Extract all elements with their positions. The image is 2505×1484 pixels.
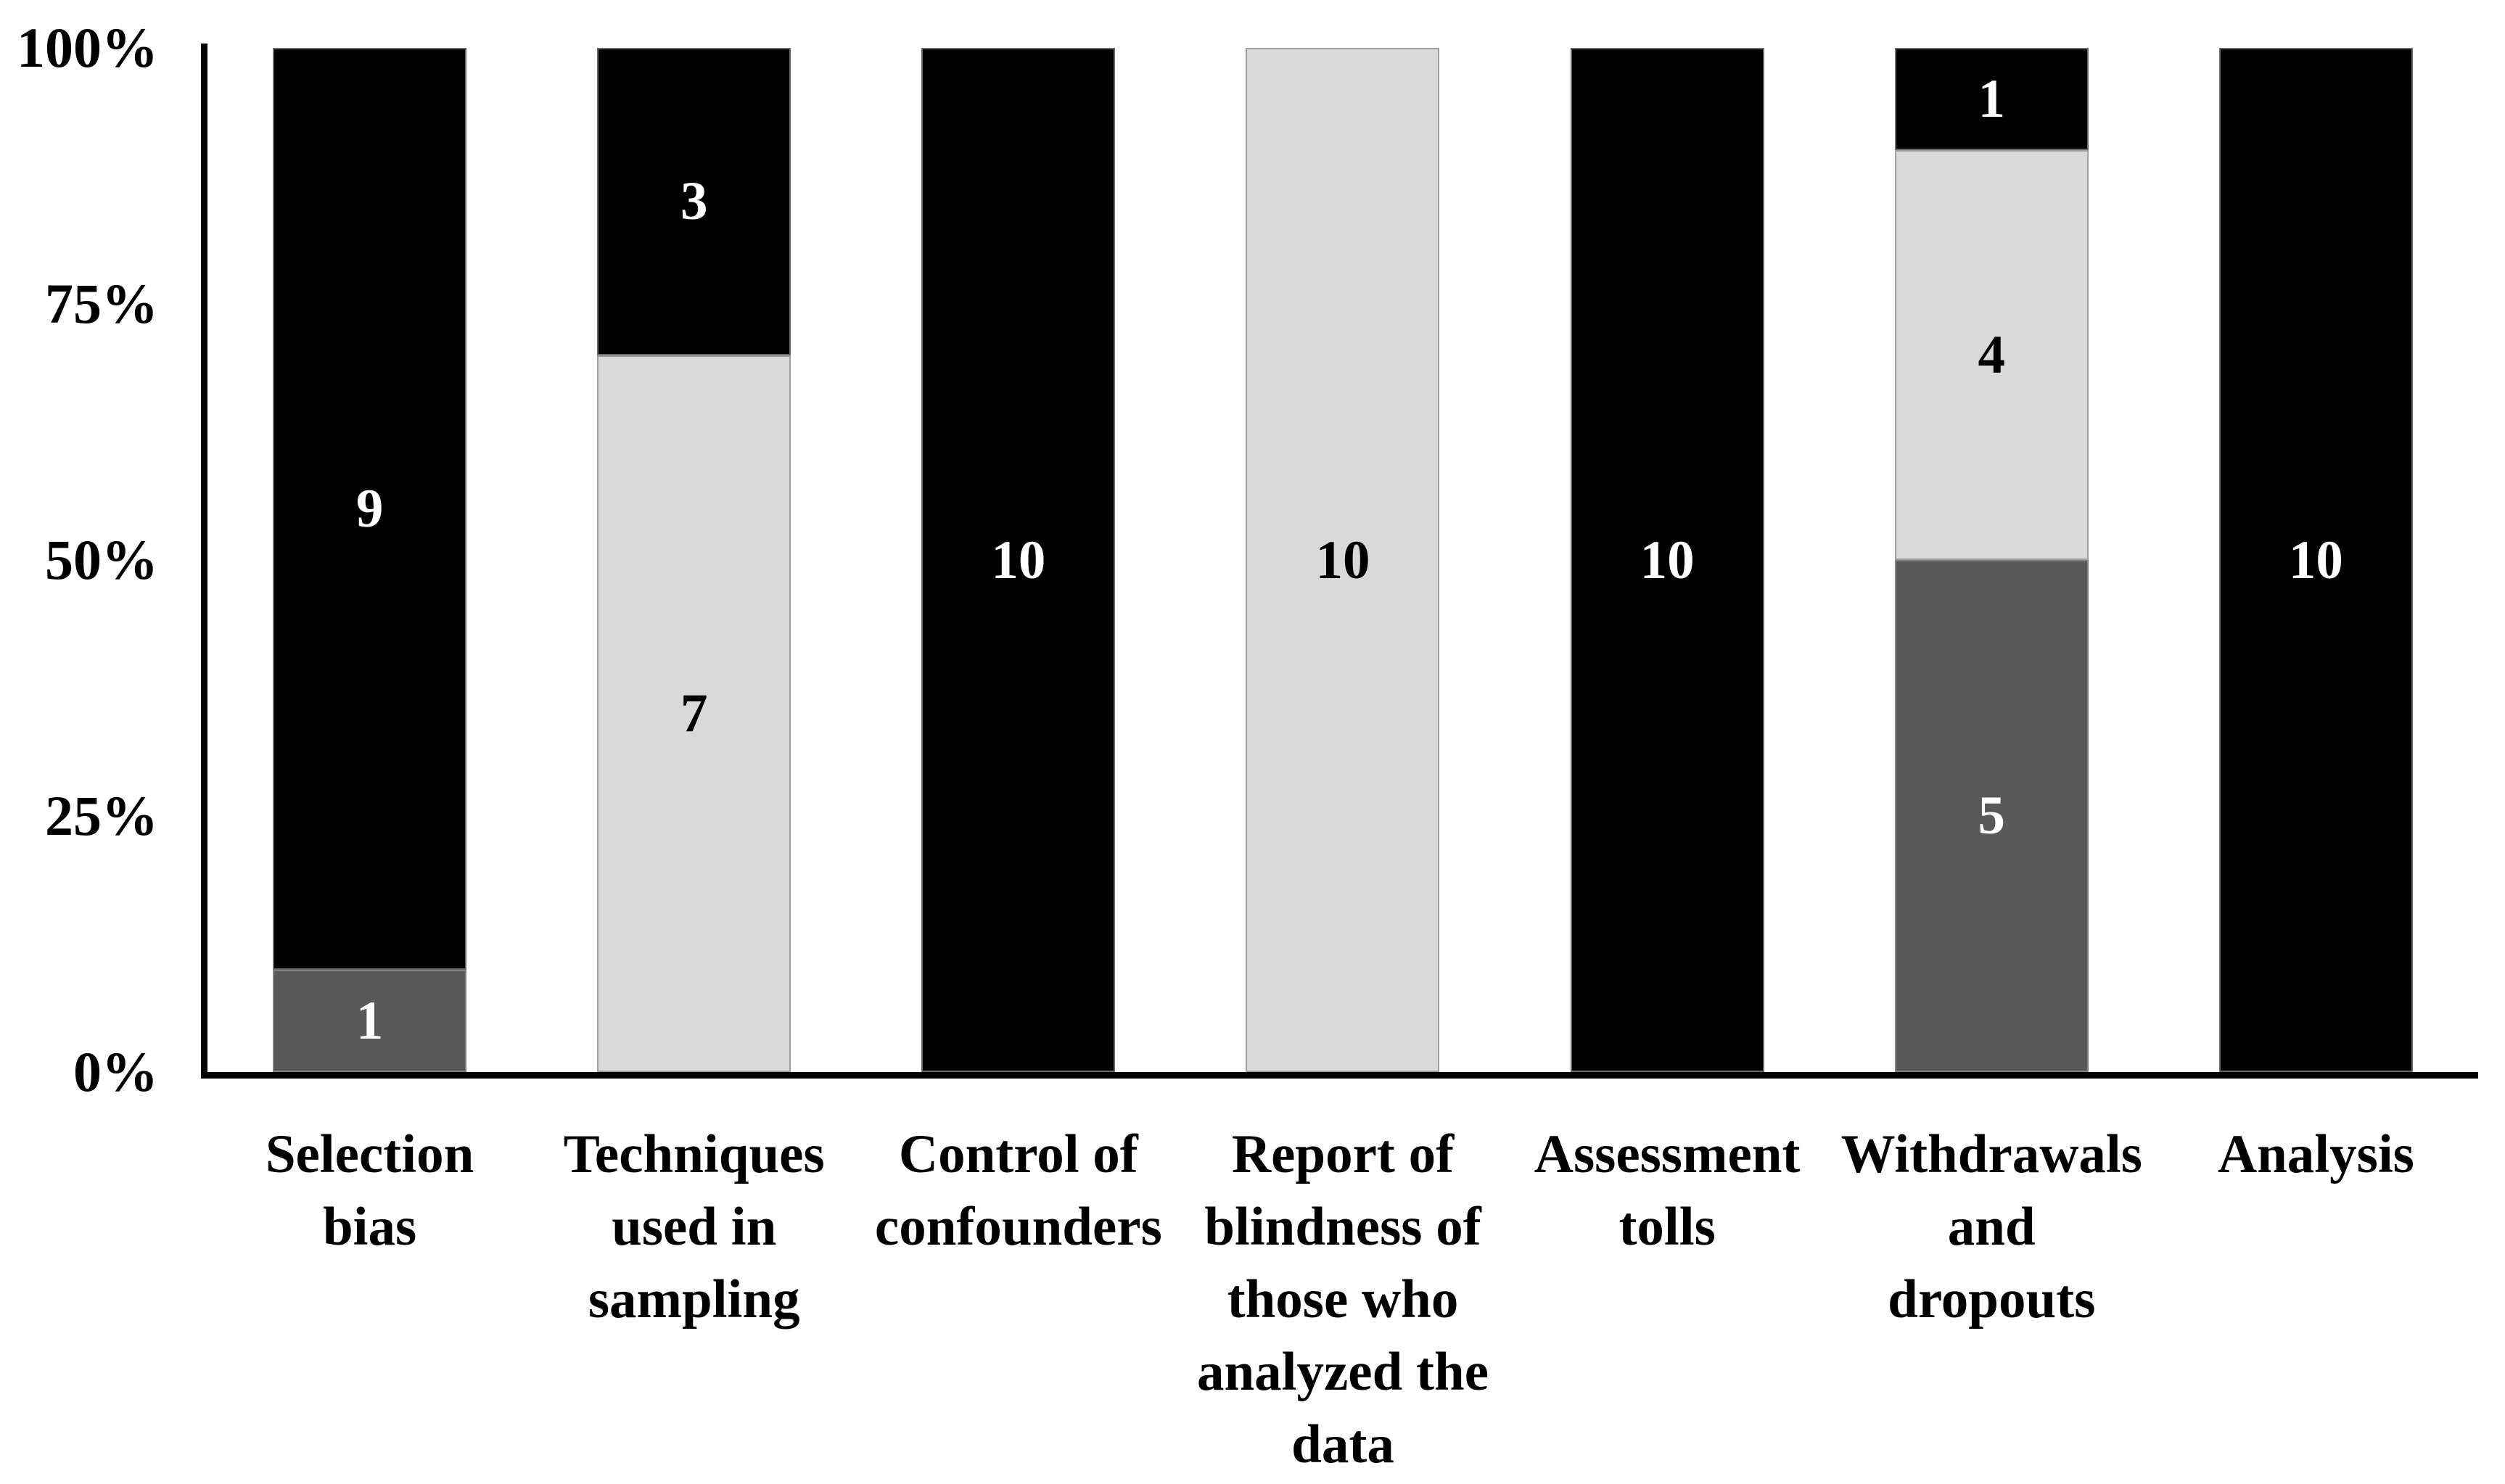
stacked-bar: 1 4 5 xyxy=(1894,48,2089,1072)
x-axis-label-line: tolls xyxy=(1618,1197,1716,1257)
bar-segment-black: 9 xyxy=(273,48,467,970)
bar-segment-light_gray: 4 xyxy=(1894,150,2089,560)
x-axis-label-line: analyzed the xyxy=(1196,1342,1489,1402)
y-tick-label: 50% xyxy=(45,528,158,591)
bar-segment-light_gray: 7 xyxy=(597,355,791,1072)
x-axis-label-line: Report of xyxy=(1231,1124,1455,1184)
x-axis-label-line: blindness of xyxy=(1204,1197,1481,1257)
x-axis-label-line: dropouts xyxy=(1888,1269,2096,1330)
x-axis-label-line: used in xyxy=(612,1197,777,1257)
y-tick-label: 100% xyxy=(17,16,158,79)
data-label: 1 xyxy=(1978,69,2006,130)
x-axis-label-line: Control of xyxy=(898,1124,1138,1184)
bar-group: 10 xyxy=(856,48,1180,1072)
plot-area: 9 1 3 7 10 10 10 1 4 5 10 xyxy=(207,48,2478,1072)
bar-group: 10 xyxy=(1505,48,1830,1072)
bar-segment-black: 1 xyxy=(1894,48,2089,151)
y-tick-label: 0% xyxy=(73,1040,158,1103)
stacked-bar: 10 xyxy=(2218,48,2413,1072)
data-label: 4 xyxy=(1978,325,2006,386)
x-axis-label-line: Analysis xyxy=(2217,1124,2414,1184)
x-axis-label-line: Techniques xyxy=(563,1124,825,1184)
data-label: 10 xyxy=(1315,529,1370,590)
data-label: 3 xyxy=(680,171,708,232)
data-label: 1 xyxy=(355,990,384,1051)
data-label: 9 xyxy=(355,478,384,539)
x-axis-label: Selection bias xyxy=(207,1118,532,1481)
bar-segment-black: 10 xyxy=(2218,48,2413,1072)
x-axis-label-line: those who xyxy=(1227,1269,1459,1330)
x-axis-label-line: sampling xyxy=(588,1269,800,1330)
x-axis-label: Report of blindness of those who analyzed t… xyxy=(1180,1118,1505,1481)
x-axis-category-labels: Selection bias Techniques used in sampling Co… xyxy=(207,1118,2478,1481)
x-axis-label-line: Selection xyxy=(265,1124,474,1184)
stacked-bar: 10 xyxy=(1570,48,1764,1072)
x-axis-label: Withdrawals and dropouts xyxy=(1830,1118,2154,1481)
x-axis-label: Assessment tolls xyxy=(1505,1118,1830,1481)
data-label: 10 xyxy=(991,529,1046,590)
bar-group: 10 xyxy=(2154,48,2478,1072)
bar-segment-black: 10 xyxy=(921,48,1116,1072)
stacked-bar: 10 xyxy=(921,48,1116,1072)
y-tick-label: 75% xyxy=(45,272,158,335)
bar-group: 10 xyxy=(1180,48,1505,1072)
x-axis-label-line: Assessment xyxy=(1534,1124,1801,1184)
y-tick-label: 25% xyxy=(45,784,158,847)
bar-segment-dark_gray: 1 xyxy=(273,969,467,1072)
y-axis-line xyxy=(201,44,207,1079)
data-label: 7 xyxy=(680,683,708,744)
bar-group: 1 4 5 xyxy=(1830,48,2154,1072)
x-axis-line xyxy=(201,1072,2478,1079)
data-label: 10 xyxy=(1640,529,1695,590)
bar-segment-black: 3 xyxy=(597,48,791,355)
bar-segment-light_gray: 10 xyxy=(1246,48,1440,1072)
bar-segment-black: 10 xyxy=(1570,48,1764,1072)
x-axis-label: Control of confounders xyxy=(856,1118,1180,1481)
bar-segment-dark_gray: 5 xyxy=(1894,559,2089,1072)
x-axis-label-line: bias xyxy=(322,1197,417,1257)
data-label: 10 xyxy=(2288,529,2343,590)
x-axis-label: Analysis xyxy=(2154,1118,2478,1481)
x-axis-label-line: confounders xyxy=(874,1197,1162,1257)
x-axis-label-line: and xyxy=(1947,1197,2036,1257)
stacked-bar: 10 xyxy=(1246,48,1440,1072)
data-label: 5 xyxy=(1978,786,2006,846)
x-axis-label-line: Withdrawals xyxy=(1840,1124,2142,1184)
x-axis-label: Techniques used in sampling xyxy=(532,1118,856,1481)
x-axis-label-line: data xyxy=(1291,1414,1394,1475)
